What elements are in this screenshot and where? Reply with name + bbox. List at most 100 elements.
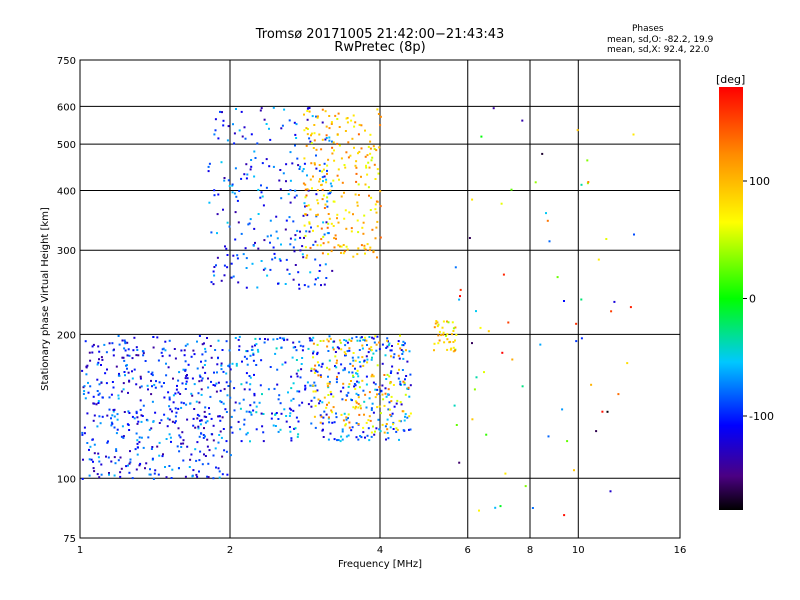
data-point [372, 145, 375, 148]
data-point [363, 400, 366, 403]
data-point [270, 417, 273, 420]
data-point [370, 375, 373, 378]
data-point [302, 256, 305, 259]
data-point [351, 337, 354, 340]
data-point [198, 374, 201, 377]
data-point [82, 393, 85, 395]
data-point [113, 408, 116, 411]
data-point [260, 412, 263, 415]
data-point [98, 460, 101, 463]
data-point [326, 366, 328, 369]
data-point [261, 195, 264, 198]
data-point [234, 167, 237, 170]
data-point [100, 463, 103, 466]
data-point [285, 420, 288, 423]
data-point [343, 368, 346, 371]
data-point [399, 383, 402, 386]
data-point [357, 133, 360, 136]
data-point [401, 344, 404, 347]
data-point [225, 450, 228, 453]
data-point [327, 213, 330, 215]
data-point [83, 426, 86, 429]
data-point [354, 164, 357, 167]
data-point [303, 129, 306, 132]
data-point [381, 423, 384, 426]
data-point [299, 344, 302, 347]
data-point [369, 419, 372, 422]
data-point [363, 413, 365, 416]
data-point [210, 417, 213, 420]
data-point [352, 374, 354, 377]
data-point [249, 354, 252, 357]
data-point [302, 182, 305, 185]
data-point [134, 448, 137, 451]
data-point [531, 507, 534, 509]
data-point [308, 221, 311, 224]
data-point [249, 404, 252, 407]
data-point [573, 469, 575, 472]
data-point [87, 391, 90, 394]
data-point [348, 371, 351, 374]
data-point [310, 369, 313, 372]
data-point [172, 377, 174, 380]
data-point [580, 183, 583, 186]
data-point [128, 380, 131, 383]
data-point [110, 424, 113, 427]
data-point [459, 295, 461, 298]
data-point [331, 346, 334, 349]
data-point [316, 244, 319, 247]
data-point [405, 349, 407, 352]
data-point [234, 238, 237, 241]
data-point [324, 203, 327, 206]
data-point [378, 348, 381, 351]
data-point [294, 133, 297, 136]
data-point [331, 269, 334, 272]
data-point [355, 422, 358, 425]
data-point [209, 345, 212, 347]
data-point [218, 415, 221, 418]
data-point [374, 383, 377, 386]
data-point [249, 218, 252, 221]
data-point [299, 165, 302, 168]
data-point [116, 413, 119, 416]
data-point [191, 394, 194, 397]
data-point [242, 398, 245, 401]
data-point [368, 415, 371, 418]
data-point [174, 407, 177, 410]
data-point [110, 460, 113, 463]
data-point [178, 450, 181, 453]
data-point [219, 389, 222, 392]
data-point [174, 392, 177, 395]
data-point [381, 343, 384, 346]
data-point [227, 179, 230, 182]
data-point [151, 457, 154, 460]
data-point [81, 431, 84, 434]
data-point [407, 386, 410, 389]
data-point [351, 426, 354, 429]
data-point [435, 320, 438, 322]
data-point [326, 172, 328, 175]
data-point [297, 433, 300, 436]
data-point [265, 158, 268, 161]
data-point [231, 191, 234, 194]
data-point [561, 408, 564, 411]
data-point [119, 471, 122, 474]
data-point [321, 176, 324, 179]
data-point [301, 245, 304, 248]
data-point [88, 458, 91, 461]
data-point [285, 180, 287, 183]
data-point [93, 443, 96, 446]
data-point [203, 364, 206, 366]
data-point [254, 337, 257, 340]
data-point [288, 216, 291, 219]
data-point [345, 227, 348, 230]
data-point [321, 363, 324, 366]
data-point [125, 364, 127, 367]
data-point [92, 343, 95, 346]
data-point [326, 196, 329, 199]
data-point [327, 241, 330, 244]
data-point [216, 213, 219, 216]
data-point [319, 414, 322, 417]
data-point [285, 163, 288, 166]
data-point [217, 467, 220, 470]
